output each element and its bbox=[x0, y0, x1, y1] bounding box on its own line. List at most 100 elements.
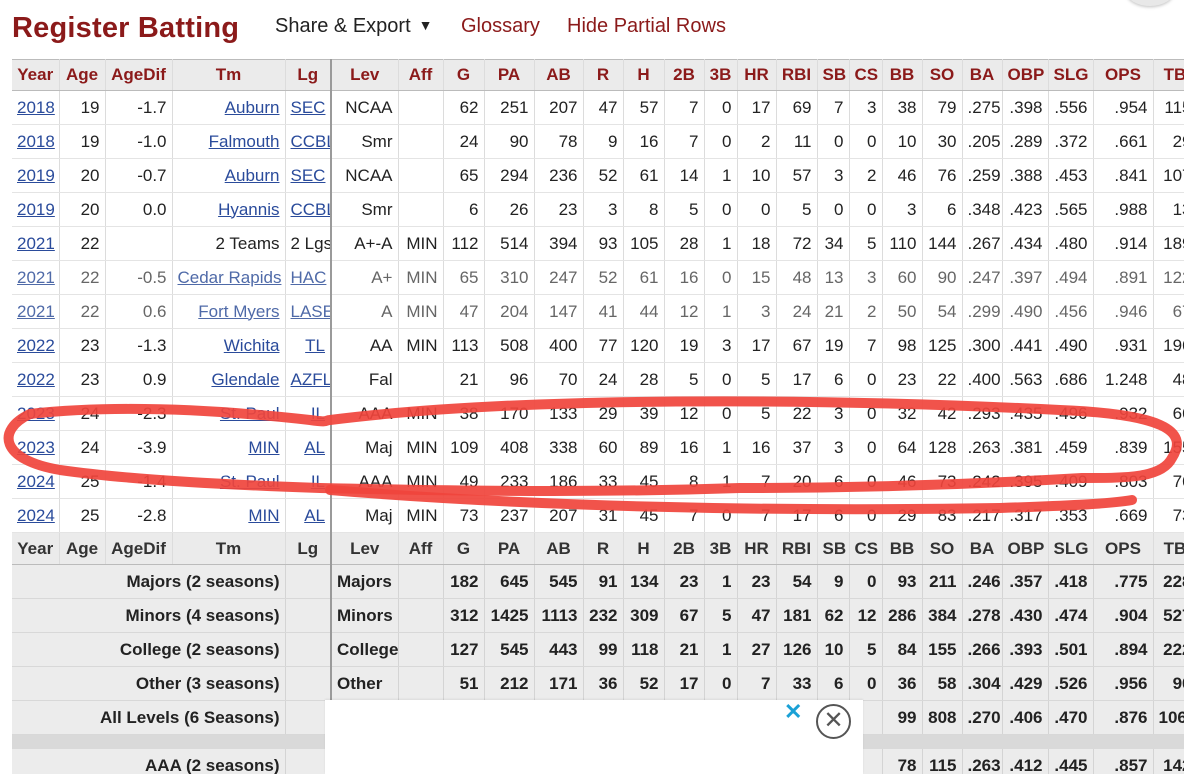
lg-link[interactable]: HAC bbox=[290, 267, 327, 287]
lg-link[interactable]: SEC bbox=[290, 97, 326, 117]
column-header-ops[interactable]: OPS bbox=[1093, 59, 1154, 91]
tm-link[interactable]: Auburn bbox=[224, 165, 280, 185]
repeat-header-rbi[interactable]: RBI bbox=[776, 532, 818, 565]
repeat-header-sb[interactable]: SB bbox=[817, 532, 850, 565]
repeat-header-year[interactable]: Year bbox=[12, 532, 60, 565]
repeat-header-so[interactable]: SO bbox=[922, 532, 963, 565]
ad-dismiss-icon[interactable]: ✕ bbox=[816, 704, 851, 739]
repeat-header-lev[interactable]: Lev bbox=[331, 532, 399, 565]
tm-link[interactable]: Auburn bbox=[224, 97, 280, 117]
column-header-tm[interactable]: Tm bbox=[172, 59, 286, 91]
lg-link[interactable]: CCBL bbox=[290, 199, 330, 219]
year-link[interactable]: 2024 bbox=[17, 471, 55, 491]
column-header-age[interactable]: Age bbox=[59, 59, 106, 91]
column-header-year[interactable]: Year bbox=[12, 59, 60, 91]
column-header-so[interactable]: SO bbox=[922, 59, 963, 91]
column-header-hr[interactable]: HR bbox=[737, 59, 777, 91]
column-header-tb[interactable]: TB bbox=[1153, 59, 1184, 91]
batting-table-container[interactable]: Year Age AgeDif Tm Lg Lev Aff G PA AB R H 2B 3B HR RBI S… bbox=[12, 59, 1184, 774]
repeat-header-obp[interactable]: OBP bbox=[1002, 532, 1049, 565]
repeat-header-agedif[interactable]: AgeDif bbox=[105, 532, 173, 565]
repeat-header-slg[interactable]: SLG bbox=[1048, 532, 1094, 565]
lg-link[interactable]: SEC bbox=[290, 165, 326, 185]
repeat-header-h[interactable]: H bbox=[623, 532, 665, 565]
glossary-link[interactable]: Glossary bbox=[461, 15, 540, 37]
repeat-header-tm[interactable]: Tm bbox=[172, 532, 286, 565]
lg-link[interactable]: CCBL bbox=[290, 131, 330, 151]
repeat-header-hr[interactable]: HR bbox=[737, 532, 777, 565]
cell-ab: 23 bbox=[534, 192, 584, 227]
repeat-header-bb[interactable]: BB bbox=[882, 532, 923, 565]
column-header-cs[interactable]: CS bbox=[849, 59, 883, 91]
column-header-agedif[interactable]: AgeDif bbox=[105, 59, 173, 91]
cell-tb: 122 bbox=[1153, 260, 1184, 295]
column-header-slg[interactable]: SLG bbox=[1048, 59, 1094, 91]
tm-link[interactable]: Cedar Rapids bbox=[177, 267, 282, 287]
repeat-header-aff[interactable]: Aff bbox=[398, 532, 444, 565]
repeat-header-3b[interactable]: 3B bbox=[704, 532, 738, 565]
column-header-3b[interactable]: 3B bbox=[704, 59, 738, 91]
year-link[interactable]: 2018 bbox=[17, 97, 55, 117]
year-link[interactable]: 2023 bbox=[17, 403, 55, 423]
summary-cell-obp: .357 bbox=[1002, 564, 1049, 599]
year-link[interactable]: 2021 bbox=[17, 233, 55, 253]
year-link[interactable]: 2019 bbox=[17, 199, 55, 219]
lg-link[interactable]: IL bbox=[310, 471, 325, 491]
year-link[interactable]: 2021 bbox=[17, 301, 55, 321]
repeat-header-r[interactable]: R bbox=[583, 532, 624, 565]
cell-ba: .400 bbox=[962, 362, 1003, 397]
tm-link[interactable]: Hyannis bbox=[218, 199, 280, 219]
column-header-aff[interactable]: Aff bbox=[398, 59, 444, 91]
tm-link[interactable]: St. Paul bbox=[219, 471, 280, 491]
share-export-menu[interactable]: Share & Export ▼ bbox=[275, 15, 432, 38]
year-link[interactable]: 2023 bbox=[17, 437, 55, 457]
repeat-header-lg[interactable]: Lg bbox=[285, 532, 332, 565]
column-header-pa[interactable]: PA bbox=[484, 59, 535, 91]
ad-close-icon[interactable]: ✕ bbox=[784, 699, 803, 724]
year-link[interactable]: 2024 bbox=[17, 505, 55, 525]
column-header-lev[interactable]: Lev bbox=[331, 59, 399, 91]
tm-link[interactable]: Wichita bbox=[223, 335, 280, 355]
lg-link[interactable]: LASE bbox=[290, 301, 331, 321]
repeat-header-cs[interactable]: CS bbox=[849, 532, 883, 565]
cell-h: 61 bbox=[623, 260, 665, 295]
lg-link[interactable]: AL bbox=[304, 437, 325, 457]
repeat-header-ba[interactable]: BA bbox=[962, 532, 1003, 565]
floating-circle-button[interactable] bbox=[1126, 0, 1174, 6]
lg-link[interactable]: TL bbox=[305, 335, 325, 355]
tm-link[interactable]: Falmouth bbox=[208, 131, 280, 151]
tm-link[interactable]: Fort Myers bbox=[198, 301, 280, 321]
year-link[interactable]: 2022 bbox=[17, 335, 55, 355]
tm-link[interactable]: MIN bbox=[248, 437, 280, 457]
year-link[interactable]: 2021 bbox=[17, 267, 55, 287]
tm-link[interactable]: St. Paul bbox=[219, 403, 280, 423]
year-link[interactable]: 2022 bbox=[17, 369, 55, 389]
tm-link[interactable]: Glendale bbox=[211, 369, 280, 389]
column-header-bb[interactable]: BB bbox=[882, 59, 923, 91]
lg-link[interactable]: AL bbox=[304, 505, 325, 525]
column-header-g[interactable]: G bbox=[443, 59, 485, 91]
repeat-header-ops[interactable]: OPS bbox=[1093, 532, 1154, 565]
lg-link[interactable]: AZFL bbox=[290, 369, 331, 389]
repeat-header-2b[interactable]: 2B bbox=[664, 532, 705, 565]
column-header-ba[interactable]: BA bbox=[962, 59, 1003, 91]
year-link[interactable]: 2018 bbox=[17, 131, 55, 151]
column-header-r[interactable]: R bbox=[583, 59, 624, 91]
hide-partial-rows-link[interactable]: Hide Partial Rows bbox=[567, 15, 726, 37]
year-link[interactable]: 2019 bbox=[17, 165, 55, 185]
repeat-header-g[interactable]: G bbox=[443, 532, 485, 565]
column-header-rbi[interactable]: RBI bbox=[776, 59, 818, 91]
column-header-sb[interactable]: SB bbox=[817, 59, 850, 91]
column-header-2b[interactable]: 2B bbox=[664, 59, 705, 91]
ad-banner[interactable] bbox=[325, 700, 863, 774]
repeat-header-ab[interactable]: AB bbox=[534, 532, 584, 565]
column-header-obp[interactable]: OBP bbox=[1002, 59, 1049, 91]
tm-link[interactable]: MIN bbox=[248, 505, 280, 525]
repeat-header-age[interactable]: Age bbox=[59, 532, 106, 565]
column-header-ab[interactable]: AB bbox=[534, 59, 584, 91]
repeat-header-pa[interactable]: PA bbox=[484, 532, 535, 565]
repeat-header-tb[interactable]: TB bbox=[1153, 532, 1184, 565]
lg-link[interactable]: IL bbox=[310, 403, 325, 423]
column-header-lg[interactable]: Lg bbox=[285, 59, 332, 91]
column-header-h[interactable]: H bbox=[623, 59, 665, 91]
